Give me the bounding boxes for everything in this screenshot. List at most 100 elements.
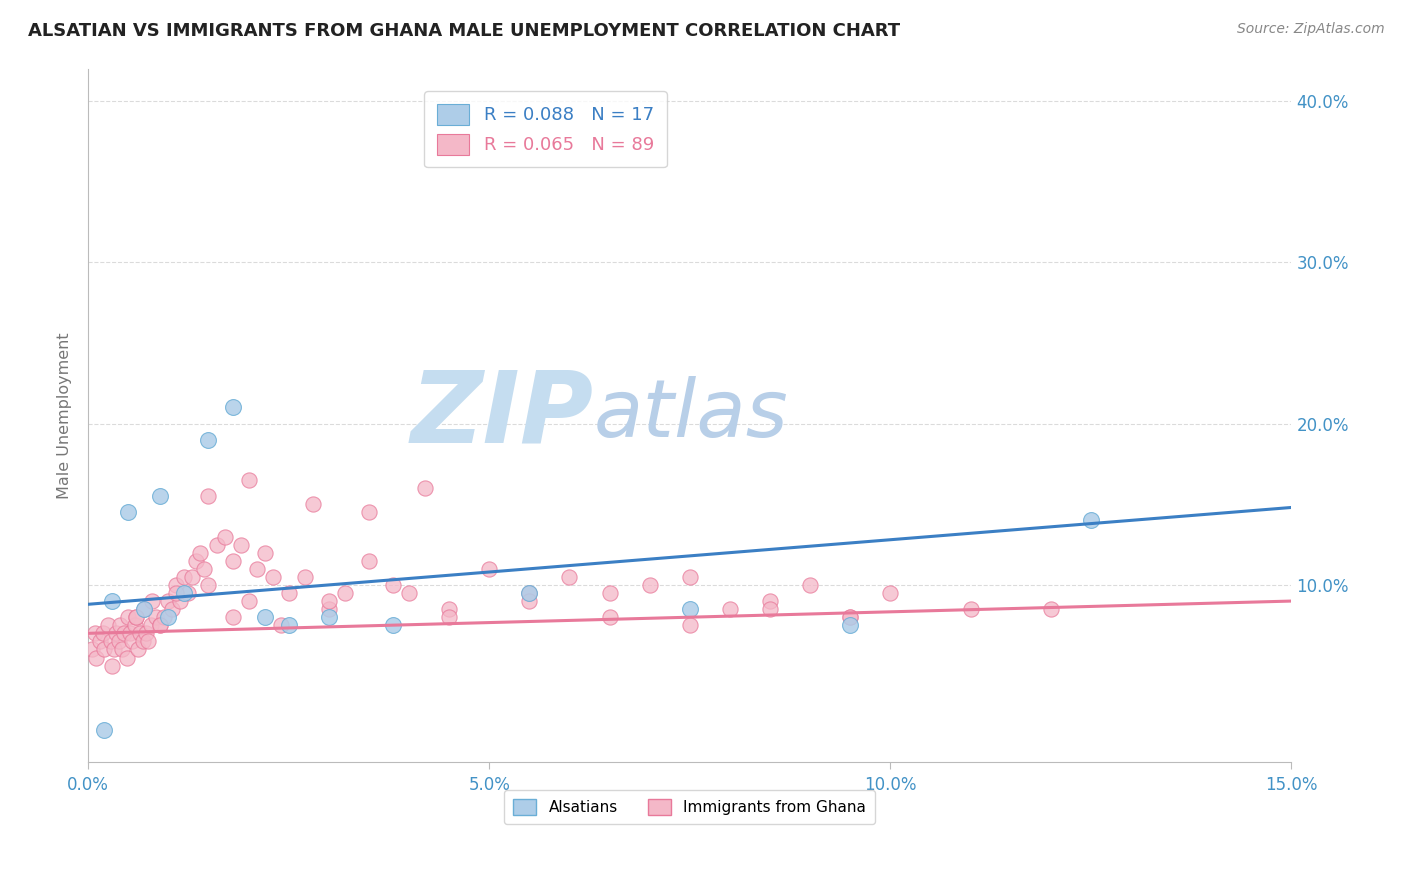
Point [638, 578, 661, 592]
Point [129, 626, 152, 640]
Point [100, 634, 122, 648]
Point [357, 554, 380, 568]
Point [398, 586, 420, 600]
Point [139, 618, 162, 632]
Point [125, 610, 148, 624]
Point [103, 642, 125, 657]
Point [437, 610, 460, 624]
Point [141, 594, 163, 608]
Point [127, 642, 149, 657]
Point [246, 562, 269, 576]
Point [153, 610, 176, 624]
Point [357, 505, 380, 519]
Point [333, 586, 356, 600]
Point [149, 489, 172, 503]
Point [107, 634, 129, 648]
Text: ALSATIAN VS IMMIGRANTS FROM GHANA MALE UNEMPLOYMENT CORRELATION CHART: ALSATIAN VS IMMIGRANTS FROM GHANA MALE U… [28, 22, 900, 40]
Point [115, 650, 138, 665]
Point [558, 570, 581, 584]
Point [97, 618, 120, 632]
Point [759, 602, 782, 616]
Point [262, 570, 284, 584]
Point [157, 594, 180, 608]
Point [197, 433, 219, 447]
Point [839, 610, 862, 624]
Point [190, 546, 212, 560]
Point [277, 618, 299, 632]
Point [478, 562, 501, 576]
Point [124, 618, 146, 632]
Point [165, 586, 187, 600]
Point [131, 634, 153, 648]
Text: ZIP: ZIP [411, 367, 593, 464]
Point [118, 626, 141, 640]
Point [197, 578, 219, 592]
Point [197, 489, 219, 503]
Point [799, 578, 821, 592]
Point [157, 610, 180, 624]
Point [214, 529, 236, 543]
Text: Source: ZipAtlas.com: Source: ZipAtlas.com [1237, 22, 1385, 37]
Point [959, 602, 981, 616]
Text: atlas: atlas [593, 376, 789, 455]
Point [117, 610, 139, 624]
Point [83, 626, 105, 640]
Point [879, 586, 901, 600]
Point [519, 586, 541, 600]
Point [105, 626, 128, 640]
Point [679, 618, 702, 632]
Point [253, 610, 276, 624]
Point [125, 610, 148, 624]
Point [413, 481, 436, 495]
Point [839, 618, 862, 632]
Point [238, 473, 260, 487]
Point [301, 497, 323, 511]
Y-axis label: Male Unemployment: Male Unemployment [58, 332, 72, 499]
Point [112, 626, 135, 640]
Point [89, 634, 111, 648]
Point [599, 586, 621, 600]
Point [177, 586, 200, 600]
Point [181, 570, 204, 584]
Point [84, 650, 107, 665]
Point [149, 618, 172, 632]
Point [134, 602, 156, 616]
Point [145, 610, 167, 624]
Point [519, 594, 541, 608]
Point [1080, 513, 1102, 527]
Point [253, 546, 276, 560]
Point [169, 594, 191, 608]
Point [759, 594, 782, 608]
Point [1039, 602, 1062, 616]
Point [110, 618, 132, 632]
Point [599, 610, 621, 624]
Point [134, 602, 156, 616]
Point [173, 570, 195, 584]
Point [101, 658, 124, 673]
Point [162, 602, 184, 616]
Point [839, 610, 862, 624]
Point [382, 618, 405, 632]
Point [205, 538, 228, 552]
Point [173, 586, 195, 600]
Point [82, 642, 104, 657]
Point [229, 538, 252, 552]
Point [91, 626, 114, 640]
Point [93, 723, 115, 738]
Point [221, 554, 243, 568]
Point [149, 618, 172, 632]
Point [519, 586, 541, 600]
Point [270, 618, 292, 632]
Point [136, 634, 159, 648]
Point [318, 594, 340, 608]
Point [121, 634, 143, 648]
Point [679, 602, 702, 616]
Point [679, 570, 702, 584]
Point [135, 626, 157, 640]
Point [437, 602, 460, 616]
Point [193, 562, 215, 576]
Point [318, 610, 340, 624]
Point [277, 586, 299, 600]
Legend: Alsatians, Immigrants from Ghana: Alsatians, Immigrants from Ghana [505, 790, 876, 824]
Point [294, 570, 316, 584]
